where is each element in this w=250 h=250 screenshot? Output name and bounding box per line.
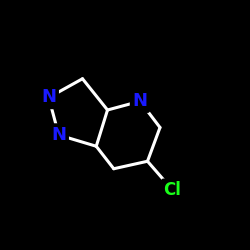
- Text: N: N: [51, 126, 66, 144]
- Text: N: N: [132, 92, 148, 110]
- Text: N: N: [41, 88, 56, 106]
- Text: Cl: Cl: [164, 181, 182, 199]
